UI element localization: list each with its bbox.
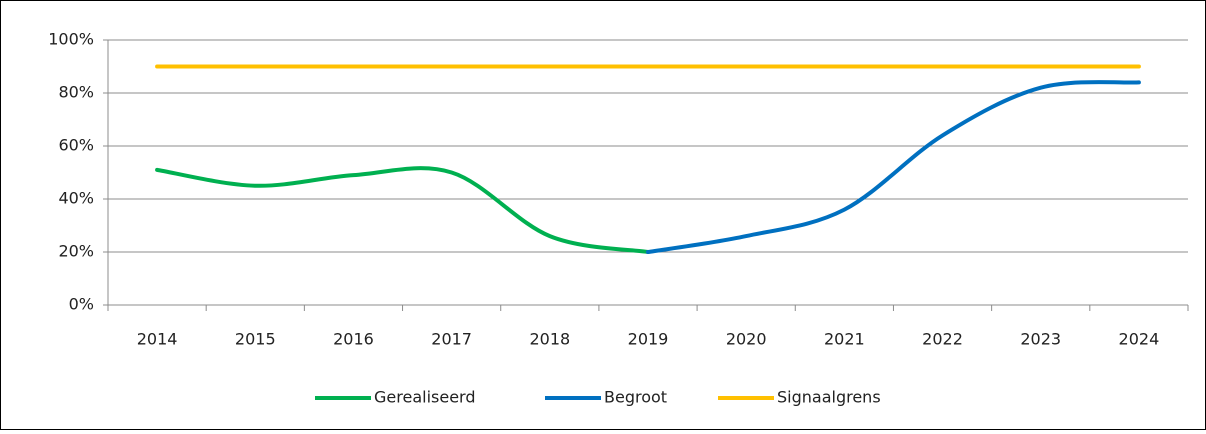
x-tick-label: 2016 [333, 330, 374, 349]
x-tick-label: 2024 [1119, 330, 1160, 349]
y-tick-label: 80% [58, 83, 94, 102]
x-tick-label: 2023 [1020, 330, 1061, 349]
x-tick-label: 2014 [137, 330, 178, 349]
y-tick-label: 0% [69, 295, 94, 314]
x-tick-label: 2020 [726, 330, 767, 349]
series-line [646, 80, 1141, 254]
y-tick-label: 60% [58, 136, 94, 155]
series-line [155, 166, 650, 254]
x-tick-label: 2022 [922, 330, 963, 349]
x-tick-label: 2021 [824, 330, 865, 349]
legend-label: Gerealiseerd [374, 388, 475, 407]
y-tick-label: 40% [58, 189, 94, 208]
x-tick-label: 2017 [431, 330, 472, 349]
legend-label: Signaalgrens [777, 388, 881, 407]
x-tick-label: 2019 [628, 330, 669, 349]
x-tick-label: 2015 [235, 330, 276, 349]
y-tick-label: 100% [48, 30, 94, 49]
legend-label: Begroot [604, 388, 667, 407]
y-tick-label: 20% [58, 242, 94, 261]
x-tick-label: 2018 [529, 330, 570, 349]
